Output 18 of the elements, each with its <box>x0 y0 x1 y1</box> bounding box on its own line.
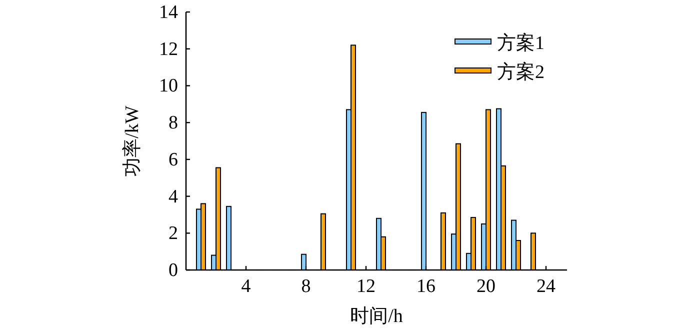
y-tick-label: 8 <box>168 112 178 134</box>
x-tick-label: 12 <box>356 276 376 297</box>
y-axis-title: 功率/kW <box>121 106 143 176</box>
y-tick-label: 6 <box>168 149 178 170</box>
legend-label: 方案1 <box>497 32 544 54</box>
y-tick-label: 2 <box>168 223 178 244</box>
x-tick-label: 4 <box>241 276 252 297</box>
x-tick-label: 24 <box>536 276 556 297</box>
legend-label: 方案2 <box>497 61 544 83</box>
x-axis-title: 时间/h <box>350 306 404 327</box>
x-tick-label: 16 <box>416 276 436 297</box>
x-tick-label: 20 <box>476 276 496 297</box>
y-tick-label: 4 <box>168 186 178 208</box>
y-tick-label: 0 <box>168 260 178 281</box>
y-tick-label: 10 <box>159 76 178 97</box>
y-tick-label: 14 <box>159 2 178 23</box>
x-tick-label: 8 <box>301 276 311 297</box>
y-tick-label: 12 <box>159 38 178 60</box>
